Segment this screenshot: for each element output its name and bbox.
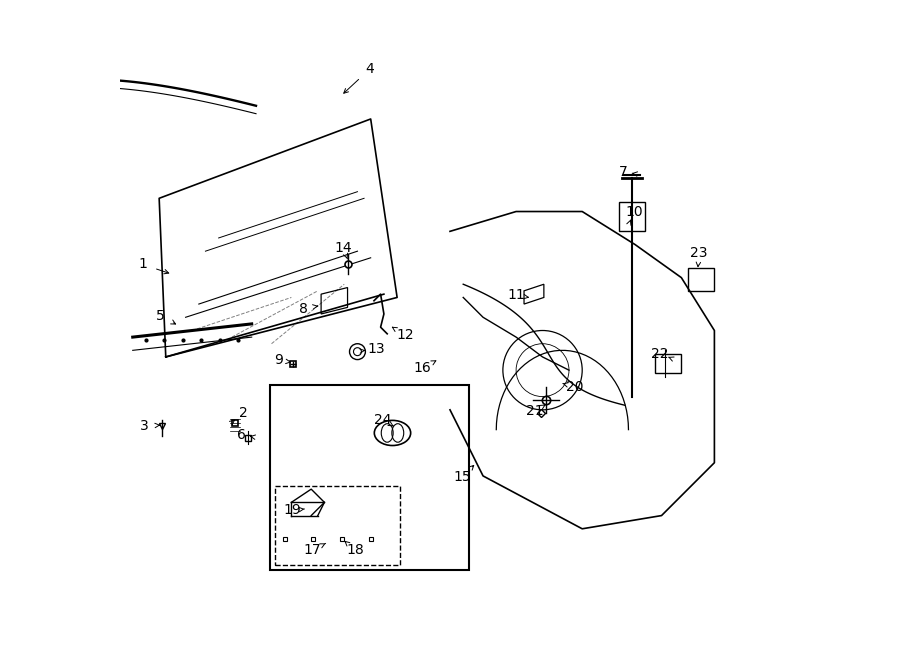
Text: 4: 4: [365, 62, 374, 77]
Text: 7: 7: [619, 165, 627, 179]
Text: 10: 10: [625, 204, 643, 219]
Text: 14: 14: [334, 241, 352, 255]
Text: 16: 16: [413, 361, 431, 375]
Text: 3: 3: [140, 419, 149, 434]
Text: 19: 19: [284, 503, 302, 518]
Text: 2: 2: [239, 406, 248, 420]
Text: 24: 24: [374, 412, 392, 427]
Text: 12: 12: [396, 328, 414, 342]
Text: 5: 5: [156, 309, 165, 323]
Text: 13: 13: [367, 342, 385, 356]
Text: 6: 6: [238, 428, 247, 442]
Text: 23: 23: [690, 246, 708, 260]
Text: 18: 18: [346, 543, 364, 557]
Text: 11: 11: [508, 288, 525, 303]
Text: 1: 1: [139, 257, 147, 272]
Text: 9: 9: [274, 353, 283, 368]
Text: 8: 8: [299, 301, 308, 316]
Text: 17: 17: [303, 543, 321, 557]
Text: 20: 20: [565, 379, 583, 394]
Text: 15: 15: [453, 470, 471, 485]
Text: 21: 21: [526, 404, 544, 418]
Text: 22: 22: [652, 346, 669, 361]
